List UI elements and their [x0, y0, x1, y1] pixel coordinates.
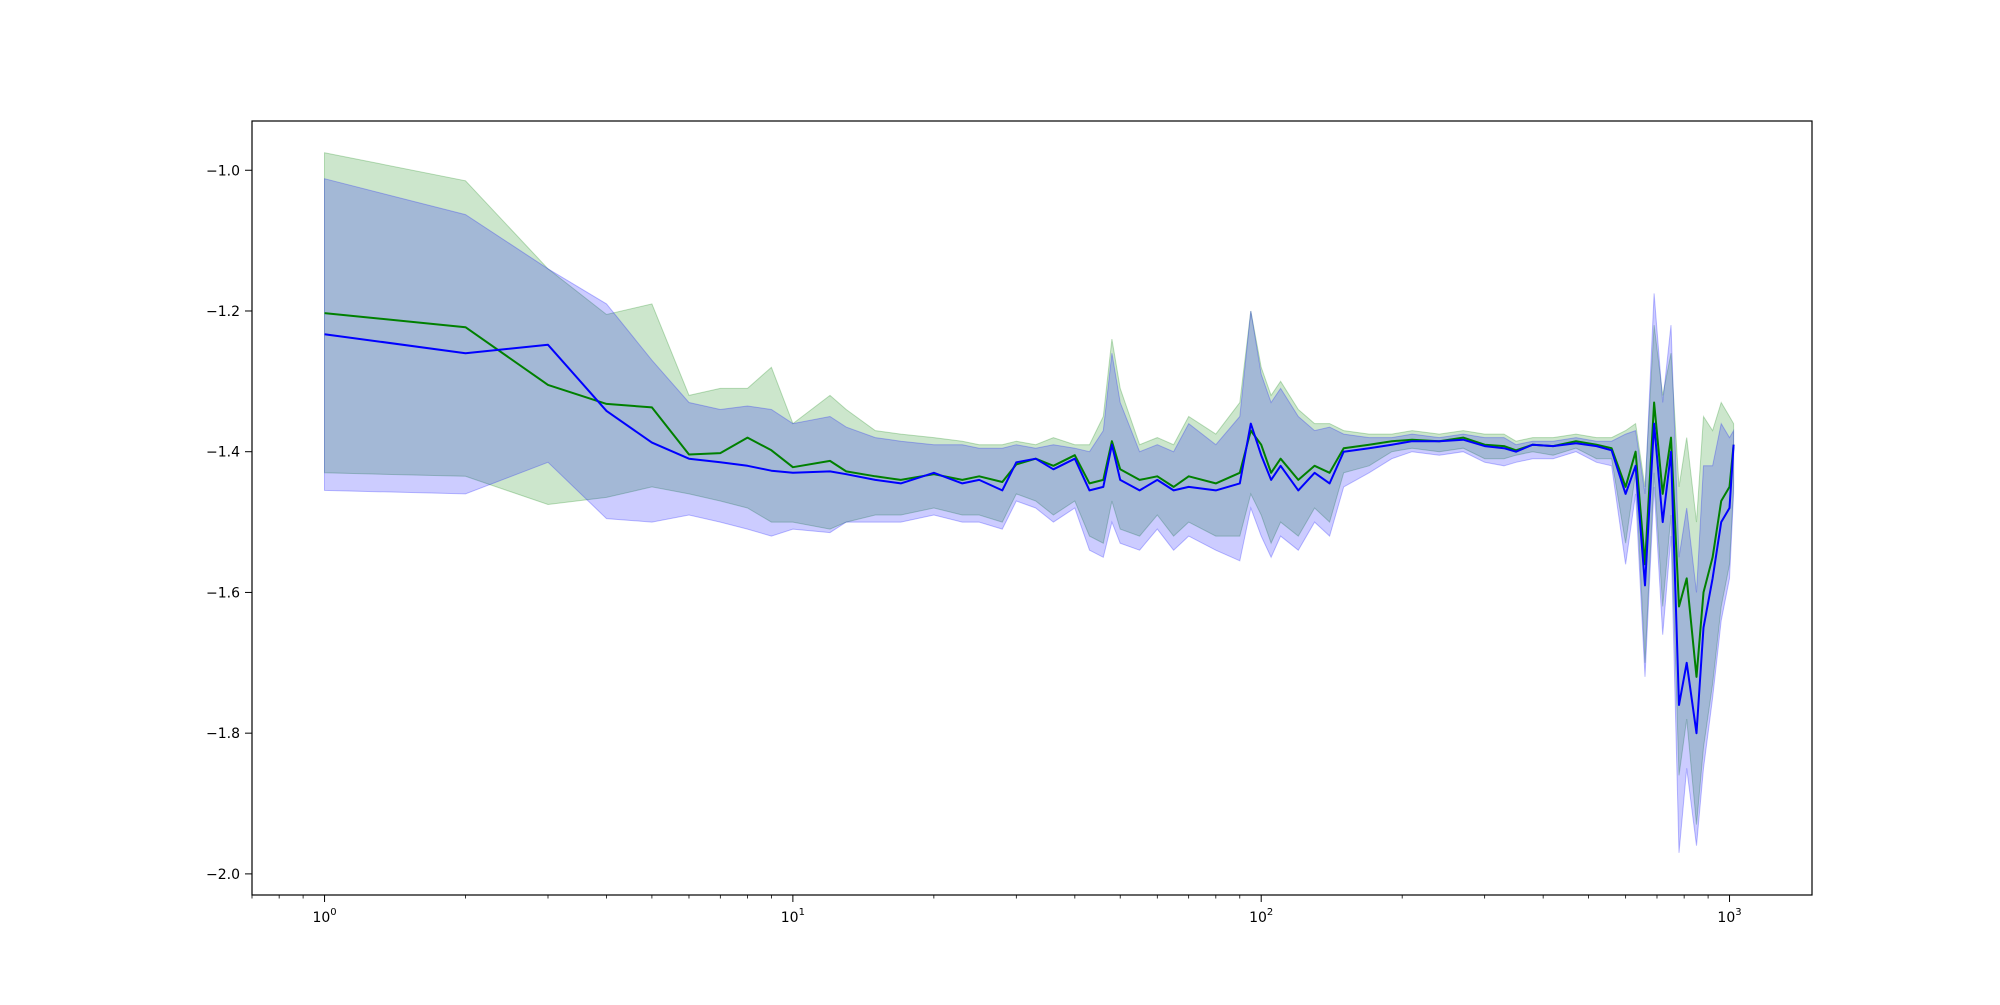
y-tick-label: −1.4: [206, 445, 240, 461]
x-tick-label: 102: [1249, 907, 1273, 926]
series-2-band: [324, 178, 1735, 853]
series-lines: [324, 312, 1735, 735]
y-axis: −1.0 −1.2 −1.4 −1.6 −1.8 −2.0: [206, 163, 252, 883]
y-tick-label: −1.8: [206, 726, 240, 742]
y-tick-label: −1.2: [206, 304, 240, 320]
series-1-band: [324, 152, 1735, 825]
y-tick-label: −1.0: [206, 163, 240, 179]
confidence-bands: [324, 152, 1735, 853]
series-1-line: [324, 312, 1735, 678]
x-tick-label: 103: [1717, 907, 1741, 926]
series-2-line: [324, 333, 1735, 735]
x-tick-label: 101: [781, 907, 805, 926]
y-tick-label: −1.6: [206, 585, 240, 601]
y-tick-label: −2.0: [206, 867, 240, 883]
x-axis: 100 101 102 103: [251, 895, 1742, 926]
x-tick-label: 100: [312, 907, 336, 926]
plot-frame: [251, 120, 1813, 896]
